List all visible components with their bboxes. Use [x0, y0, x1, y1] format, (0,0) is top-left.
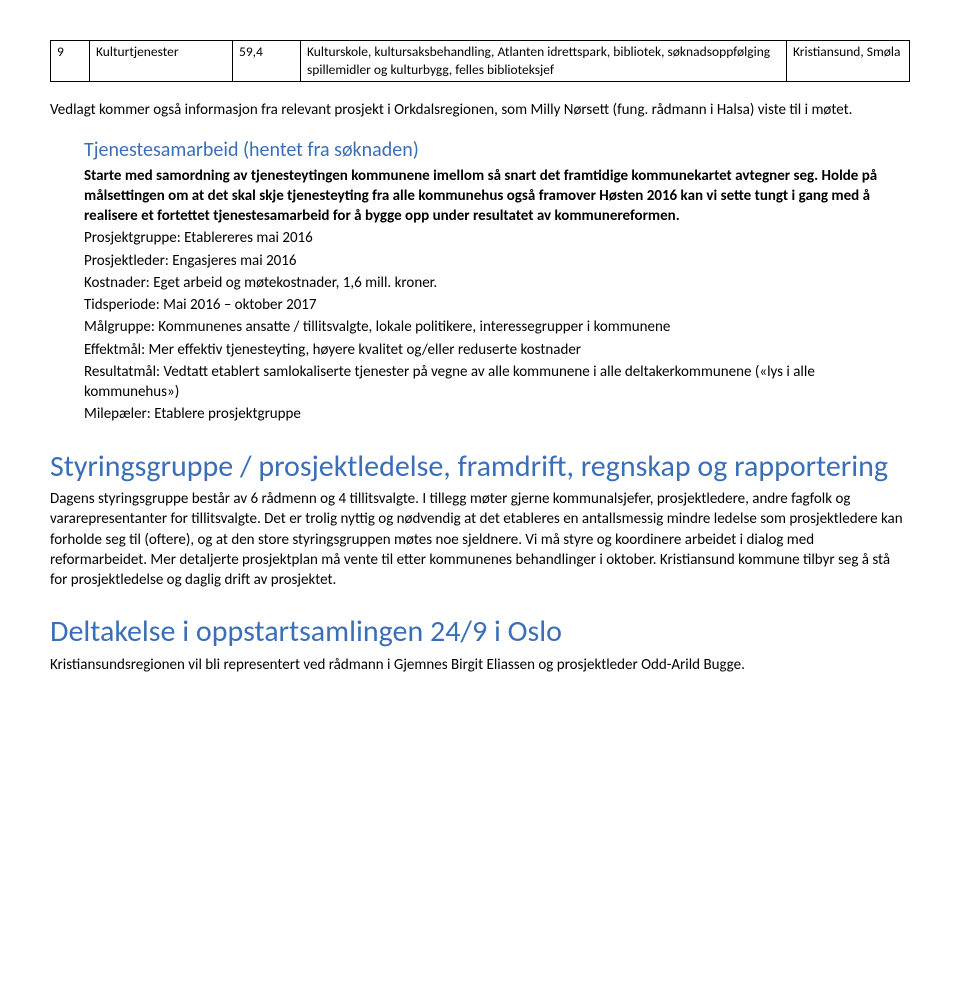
cell-description: Kulturskole, kultursaksbehandling, Atlan…: [301, 41, 787, 82]
block-line-prosjektleder: Prosjektleder: Engasjeres mai 2016: [84, 251, 910, 271]
cell-number: 9: [51, 41, 90, 82]
section-heading-styringsgruppe: Styringsgruppe / prosjektledelse, framdr…: [50, 447, 910, 488]
block-line-prosjektgruppe: Prosjektgruppe: Etablereres mai 2016: [84, 228, 910, 248]
block-line-resultatmal: Resultatmål: Vedtatt etablert samlokalis…: [84, 362, 910, 403]
tjenestesamarbeid-block: Tjenestesamarbeid (hentet fra søknaden) …: [84, 137, 910, 425]
services-table: 9 Kulturtjenester 59,4 Kulturskole, kult…: [50, 40, 910, 82]
block-line-milepaler: Milepæler: Etablere prosjektgruppe: [84, 404, 910, 424]
intro-paragraph: Vedlagt kommer også informasjon fra rele…: [50, 100, 910, 120]
section-body-styringsgruppe: Dagens styringsgruppe består av 6 rådmen…: [50, 489, 910, 590]
block-line-kostnader: Kostnader: Eget arbeid og møtekostnader,…: [84, 273, 910, 293]
cell-location: Kristiansund, Smøla: [787, 41, 910, 82]
block-bold-intro: Starte med samordning av tjenesteytingen…: [84, 166, 910, 227]
table-row: 9 Kulturtjenester 59,4 Kulturskole, kult…: [51, 41, 910, 82]
section-body-deltakelse: Kristiansundsregionen vil bli represente…: [50, 655, 910, 675]
block-line-effektmal: Effektmål: Mer effektiv tjenesteyting, h…: [84, 340, 910, 360]
block-heading: Tjenestesamarbeid (hentet fra søknaden): [84, 137, 910, 164]
section-heading-deltakelse: Deltakelse i oppstartsamlingen 24/9 i Os…: [50, 612, 910, 653]
cell-service-name: Kulturtjenester: [90, 41, 233, 82]
block-line-malgruppe: Målgruppe: Kommunenes ansatte / tillitsv…: [84, 317, 910, 337]
cell-value: 59,4: [233, 41, 301, 82]
block-line-tidsperiode: Tidsperiode: Mai 2016 – oktober 2017: [84, 295, 910, 315]
